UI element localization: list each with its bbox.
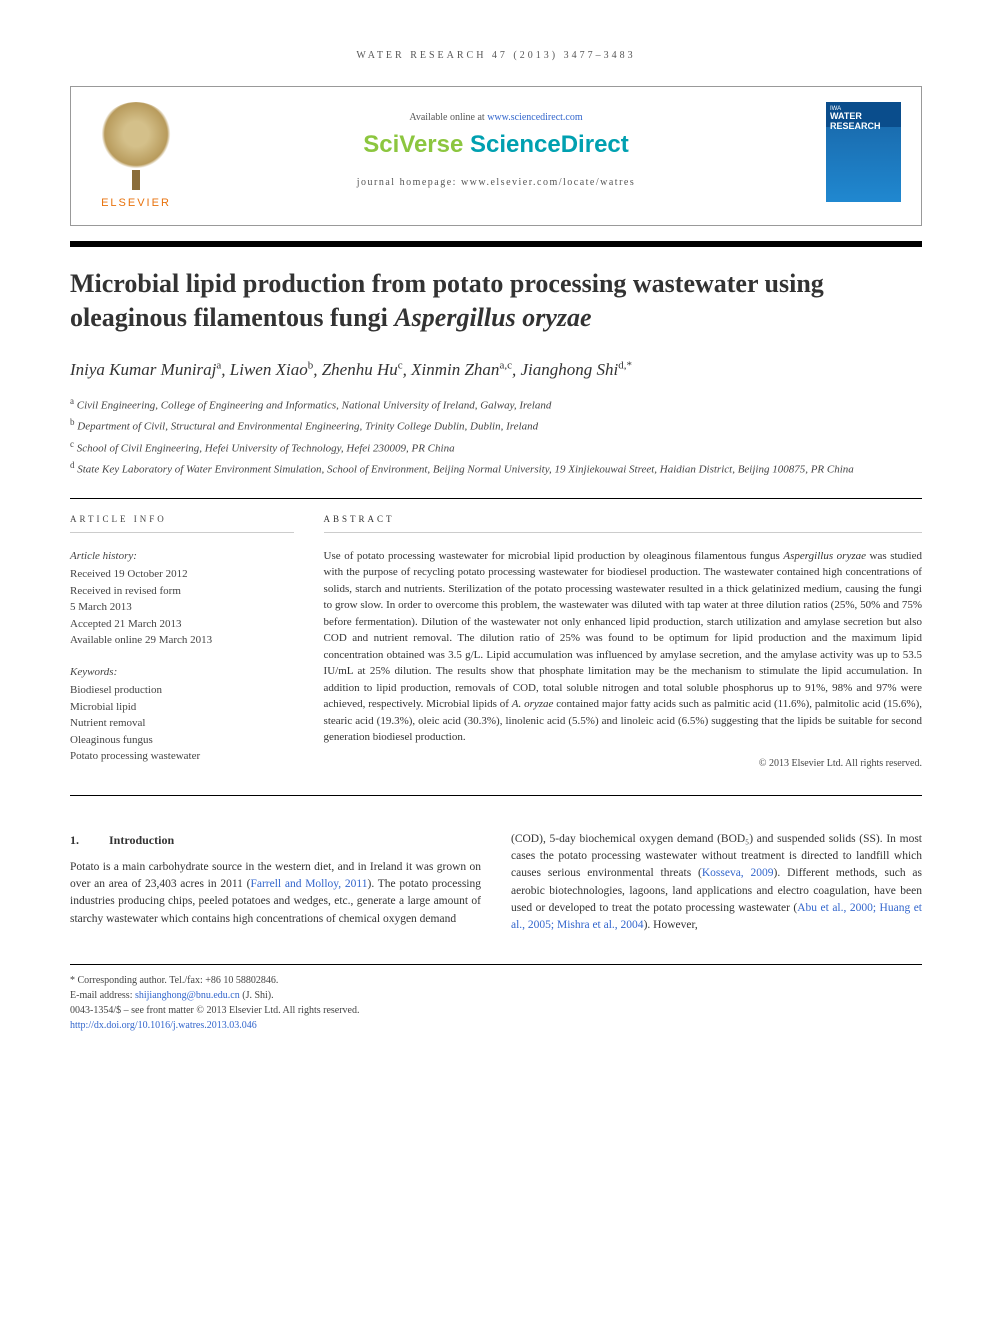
citation-link[interactable]: Farrell and Molloy, 2011 <box>250 878 367 890</box>
author: Liwen Xiaob <box>230 360 313 379</box>
history-item: Accepted 21 March 2013 <box>70 616 294 633</box>
email-link[interactable]: shijianghong@bnu.edu.cn <box>135 990 240 1001</box>
body-column-right: (COD), 5-day biochemical oxygen demand (… <box>511 831 922 935</box>
history-item: Available online 29 March 2013 <box>70 632 294 649</box>
body-column-left: 1.Introduction Potato is a main carbohyd… <box>70 831 481 935</box>
history-label: Article history: <box>70 548 294 565</box>
corresponding-author: * Corresponding author. Tel./fax: +86 10… <box>70 973 922 988</box>
journal-header-box: ELSEVIER Available online at www.science… <box>70 86 922 226</box>
author: Xinmin Zhana,c <box>411 360 512 379</box>
keyword: Microbial lipid <box>70 699 294 716</box>
title-separator <box>70 241 922 247</box>
citation-link[interactable]: Kosseva, 2009 <box>702 867 774 879</box>
author: Zhenhu Huc <box>322 360 403 379</box>
publisher-name: ELSEVIER <box>91 197 181 209</box>
keywords-label: Keywords: <box>70 664 294 681</box>
affiliation: d State Key Laboratory of Water Environm… <box>70 459 922 478</box>
affiliation: a Civil Engineering, College of Engineer… <box>70 395 922 414</box>
affiliations: a Civil Engineering, College of Engineer… <box>70 395 922 478</box>
keyword: Biodiesel production <box>70 682 294 699</box>
abstract-text: Use of potato processing wastewater for … <box>324 548 922 746</box>
section-heading: 1. Introduction <box>70 831 481 849</box>
sciverse-text: SciVerse <box>363 131 470 158</box>
abstract-copyright: © 2013 Elsevier Ltd. All rights reserved… <box>324 758 922 769</box>
affiliation: c School of Civil Engineering, Hefei Uni… <box>70 438 922 457</box>
email-line: E-mail address: shijianghong@bnu.edu.cn … <box>70 988 922 1003</box>
keyword: Potato processing wastewater <box>70 748 294 765</box>
affiliation: b Department of Civil, Structural and En… <box>70 416 922 435</box>
authors-list: Iniya Kumar Muniraja, Liwen Xiaob, Zhenh… <box>70 360 922 381</box>
history-item: 5 March 2013 <box>70 599 294 616</box>
sciverse-logo: SciVerse ScienceDirect <box>91 131 901 159</box>
abstract: ABSTRACT Use of potato processing wastew… <box>309 499 922 795</box>
journal-citation: WATER RESEARCH 47 (2013) 3477–3483 <box>70 50 922 61</box>
abstract-heading: ABSTRACT <box>324 514 922 533</box>
section-title: Introduction <box>109 833 174 847</box>
history-item: Received 19 October 2012 <box>70 566 294 583</box>
sciencedirect-text: ScienceDirect <box>470 131 629 158</box>
history-item: Received in revised form <box>70 583 294 600</box>
elsevier-logo: ELSEVIER <box>91 102 181 209</box>
available-online: Available online at www.sciencedirect.co… <box>91 112 901 123</box>
doi-link[interactable]: http://dx.doi.org/10.1016/j.watres.2013.… <box>70 1020 257 1031</box>
article-info: ARTICLE INFO Article history: Received 1… <box>70 499 309 795</box>
issn-line: 0043-1354/$ – see front matter © 2013 El… <box>70 1003 922 1018</box>
page-footer: * Corresponding author. Tel./fax: +86 10… <box>70 964 922 1033</box>
elsevier-tree-icon <box>96 102 176 182</box>
body-text: 1.Introduction Potato is a main carbohyd… <box>70 831 922 935</box>
author: Iniya Kumar Muniraja <box>70 360 221 379</box>
article-history: Article history: Received 19 October 201… <box>70 548 294 649</box>
journal-homepage: journal homepage: www.elsevier.com/locat… <box>91 177 901 188</box>
journal-cover-thumbnail: IWA WATER RESEARCH <box>826 102 901 202</box>
section-number: 1. <box>70 833 79 847</box>
title-species: Aspergillus oryzae <box>394 303 591 332</box>
keyword: Oleaginous fungus <box>70 732 294 749</box>
author: Jianghong Shid,* <box>520 360 632 379</box>
info-abstract-section: ARTICLE INFO Article history: Received 1… <box>70 498 922 796</box>
keyword: Nutrient removal <box>70 715 294 732</box>
available-prefix: Available online at <box>409 112 487 123</box>
journal-cover-title: WATER RESEARCH <box>830 112 897 132</box>
body-text-span: ). However, <box>644 919 698 931</box>
sciencedirect-link[interactable]: www.sciencedirect.com <box>487 112 582 123</box>
article-title: Microbial lipid production from potato p… <box>70 267 922 335</box>
keywords-block: Keywords: Biodiesel production Microbial… <box>70 664 294 765</box>
article-info-heading: ARTICLE INFO <box>70 514 294 533</box>
